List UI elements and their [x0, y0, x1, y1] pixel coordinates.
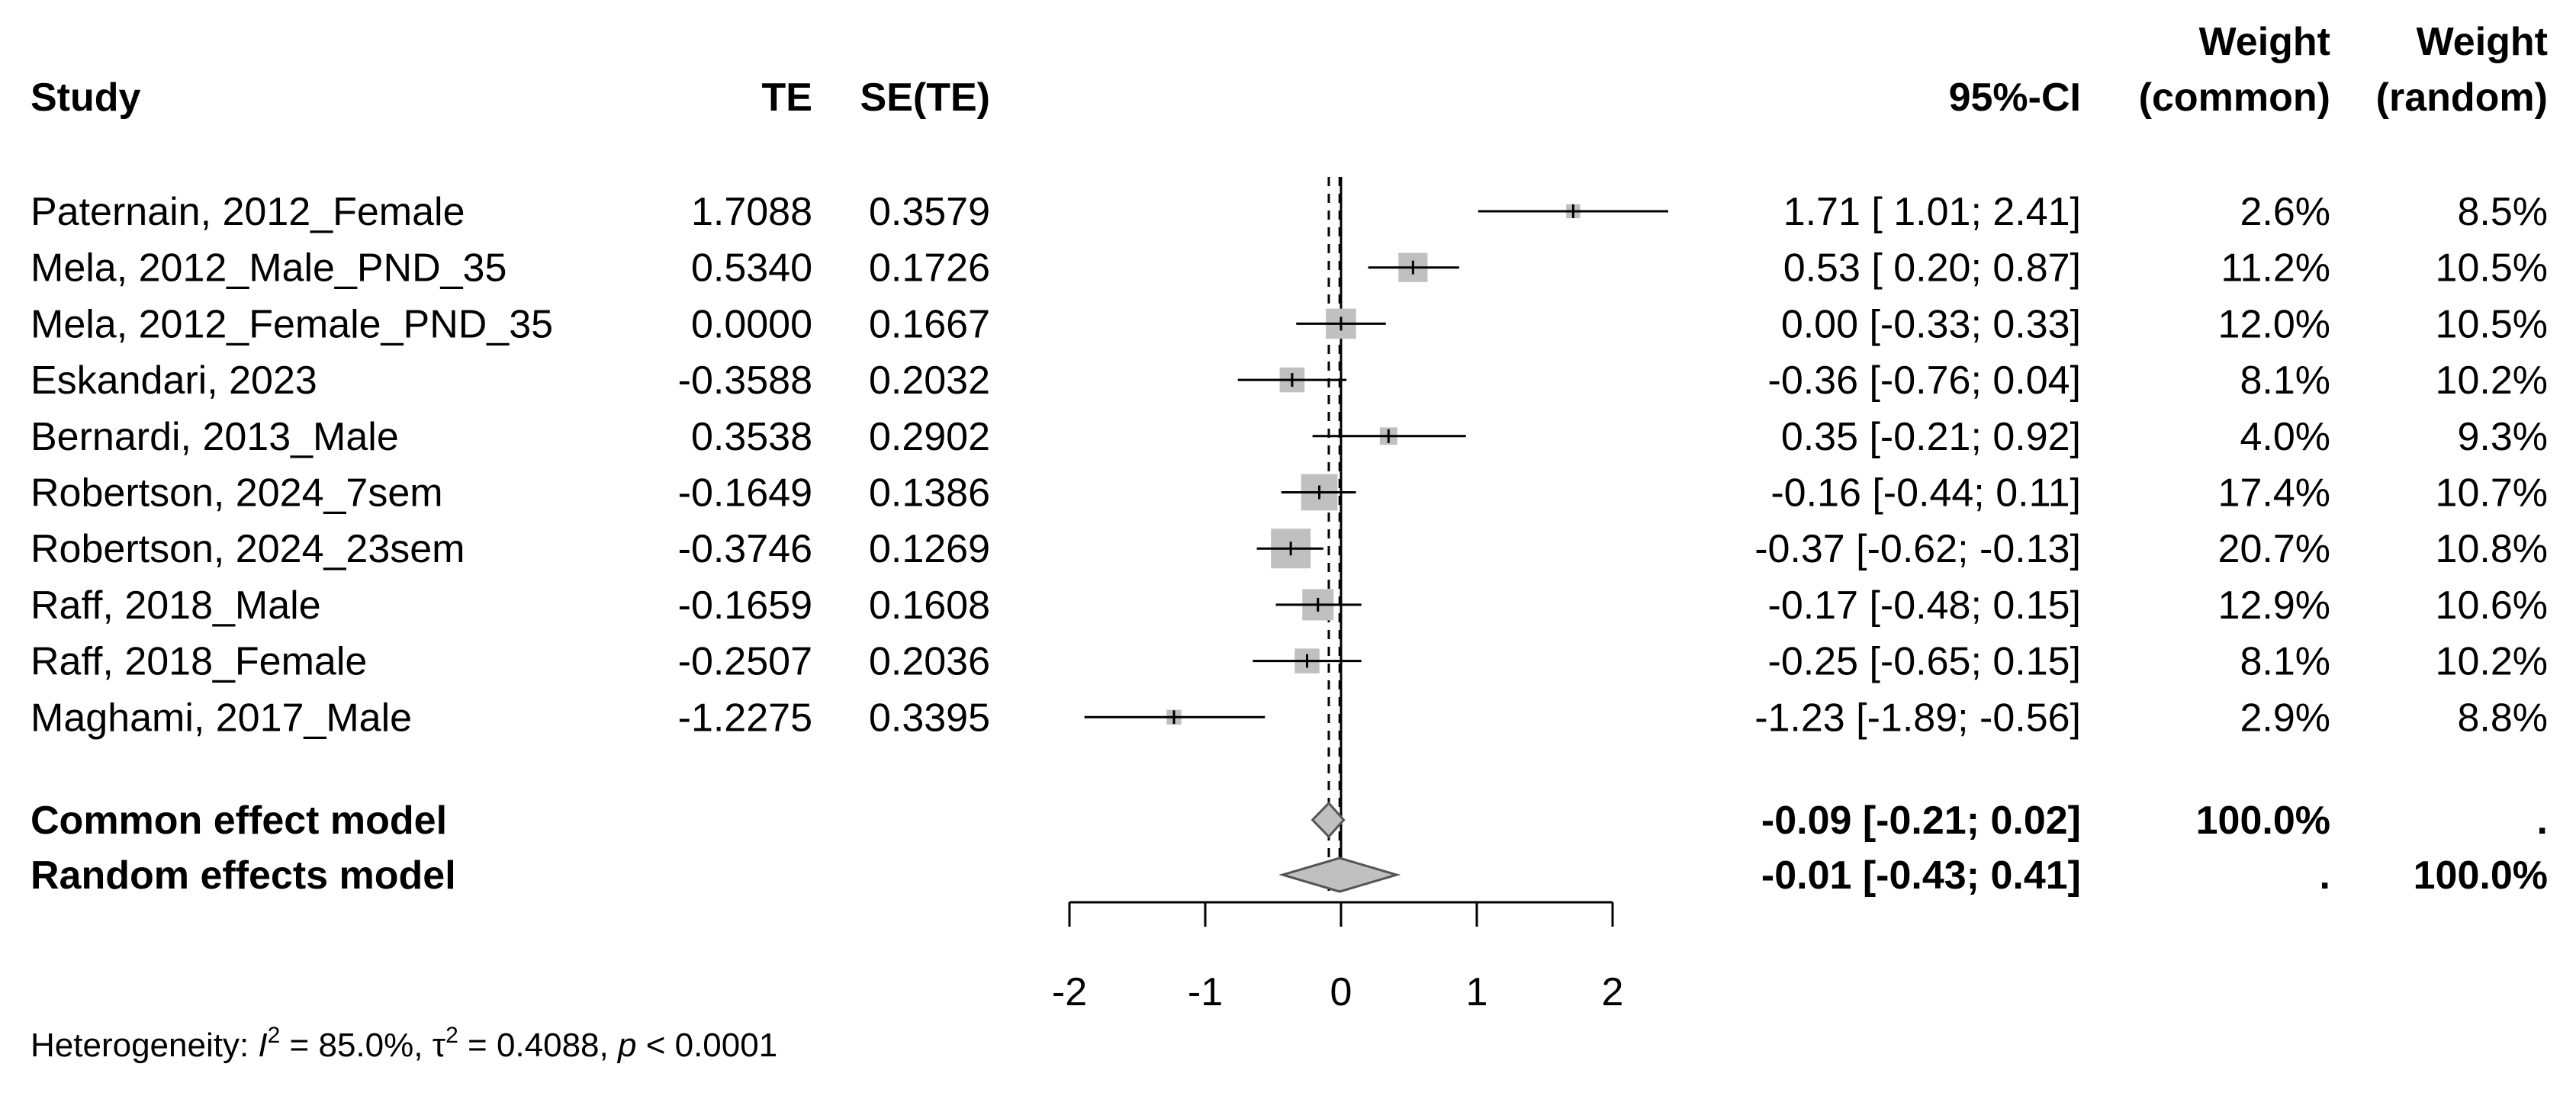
- study-te: 0.5340: [691, 246, 812, 291]
- study-weight-random: 10.7%: [2436, 471, 2548, 516]
- study-weight-common: 8.1%: [2240, 640, 2330, 684]
- study-te: -0.1649: [678, 471, 812, 516]
- study-se: 0.2902: [869, 415, 990, 459]
- study-te: -0.2507: [678, 640, 812, 684]
- study-weight-common: 11.2%: [2221, 246, 2330, 291]
- study-name: Bernardi, 2013_Male: [31, 415, 399, 459]
- study-weight-random: 10.6%: [2436, 583, 2548, 628]
- study-name: Maghami, 2017_Male: [31, 696, 412, 740]
- study-name: Robertson, 2024_7sem: [31, 471, 443, 516]
- study-ci: -0.16 [-0.44; 0.11]: [1770, 471, 2081, 516]
- study-se: 0.1386: [869, 471, 990, 516]
- study-weight-common: 17.4%: [2218, 471, 2330, 516]
- study-ci: -0.17 [-0.48; 0.15]: [1768, 583, 2082, 628]
- x-tick-label: 2: [1602, 970, 1624, 1014]
- study-ci: -1.23 [-1.89; -0.56]: [1754, 696, 2081, 740]
- study-ci: -0.36 [-0.76; 0.04]: [1768, 358, 2082, 403]
- model-name: Common effect model: [31, 799, 447, 843]
- study-name: Paternain, 2012_Female: [31, 190, 465, 234]
- study-te: -0.1659: [678, 583, 812, 628]
- header-ci: 95%-CI: [1949, 76, 2081, 120]
- header-weight-random-line2: (random): [2376, 76, 2548, 120]
- common-effect-diamond: [1311, 801, 1346, 839]
- study-weight-random: 10.5%: [2436, 302, 2548, 346]
- study-se: 0.2036: [869, 640, 990, 684]
- study-weight-random: 8.5%: [2457, 190, 2548, 234]
- heterogeneity-tau2: 0.4088: [497, 1027, 600, 1064]
- study-weight-common: 4.0%: [2240, 415, 2330, 459]
- model-name: Random effects model: [31, 853, 456, 898]
- study-se: 0.2032: [869, 358, 990, 403]
- study-se: 0.1667: [869, 302, 990, 346]
- study-name: Mela, 2012_Female_PND_35: [31, 302, 553, 346]
- study-name: Eskandari, 2023: [31, 358, 317, 403]
- model-ci: -0.09 [-0.21; 0.02]: [1761, 799, 2081, 843]
- plot-marks: [1084, 177, 1668, 893]
- study-ci: 0.35 [-0.21; 0.92]: [1781, 415, 2081, 459]
- heterogeneity-prefix: Heterogeneity:: [31, 1027, 258, 1064]
- study-name: Robertson, 2024_23sem: [31, 527, 465, 571]
- study-weight-common: 2.9%: [2240, 696, 2330, 740]
- study-weight-common: 20.7%: [2218, 527, 2330, 571]
- study-se: 0.1269: [869, 527, 990, 571]
- study-weight-random: 9.3%: [2457, 415, 2548, 459]
- x-tick-label: 0: [1330, 970, 1352, 1014]
- study-ci: 0.00 [-0.33; 0.33]: [1781, 302, 2081, 346]
- study-ci: -0.37 [-0.62; -0.13]: [1754, 527, 2081, 571]
- heterogeneity-p: < 0.0001: [646, 1027, 778, 1064]
- study-weight-random: 10.2%: [2436, 358, 2548, 403]
- x-tick-label: 1: [1466, 970, 1488, 1014]
- study-te: 0.0000: [691, 302, 812, 346]
- study-weight-random: 10.2%: [2436, 640, 2548, 684]
- study-se: 0.3395: [869, 696, 990, 740]
- model-weight-random: .: [2537, 799, 2548, 843]
- study-rows: Paternain, 2012_Female 1.7088 0.3579 1.71 […: [31, 190, 2548, 898]
- study-se: 0.1726: [869, 246, 990, 291]
- random-effect-diamond: [1278, 857, 1401, 893]
- study-name: Raff, 2018_Female: [31, 640, 367, 684]
- x-tick-label: -2: [1052, 970, 1087, 1014]
- x-axis: -2 -1 0 1 2: [1052, 901, 1624, 1014]
- study-ci: 0.53 [ 0.20; 0.87]: [1783, 246, 2081, 291]
- study-weight-common: 8.1%: [2240, 358, 2330, 403]
- model-weight-common: .: [2320, 853, 2330, 898]
- header-weight-common-line1: Weight: [2199, 20, 2330, 64]
- heterogeneity-text: Heterogeneity: I2 = 85.0%, τ2 = 0.4088, …: [31, 1023, 777, 1064]
- study-te: -0.3588: [678, 358, 812, 403]
- study-name: Raff, 2018_Male: [31, 583, 321, 628]
- header-study: Study: [31, 76, 141, 120]
- study-te: -0.3746: [678, 527, 812, 571]
- x-tick-label: -1: [1188, 970, 1223, 1014]
- study-te: 0.3538: [691, 415, 812, 459]
- study-name: Mela, 2012_Male_PND_35: [31, 246, 507, 291]
- header-te: TE: [762, 76, 812, 120]
- study-weight-random: 10.8%: [2436, 527, 2548, 571]
- study-weight-random: 8.8%: [2457, 696, 2548, 740]
- study-weight-common: 12.0%: [2218, 302, 2330, 346]
- header-weight-common-line2: (common): [2139, 76, 2330, 120]
- study-se: 0.3579: [869, 190, 990, 234]
- study-weight-common: 12.9%: [2218, 583, 2330, 628]
- study-te: -1.2275: [678, 696, 812, 740]
- study-weight-random: 10.5%: [2436, 246, 2548, 291]
- model-weight-random: 100.0%: [2414, 853, 2548, 898]
- study-weight-common: 2.6%: [2240, 190, 2330, 234]
- study-se: 0.1608: [869, 583, 990, 628]
- study-ci: -0.25 [-0.65; 0.15]: [1768, 640, 2082, 684]
- heterogeneity-i2: 85.0%: [318, 1027, 413, 1064]
- study-ci: 1.71 [ 1.01; 2.41]: [1783, 190, 2081, 234]
- model-ci: -0.01 [-0.43; 0.41]: [1761, 853, 2081, 898]
- header-weight-random-line1: Weight: [2417, 20, 2548, 64]
- model-weight-common: 100.0%: [2196, 799, 2330, 843]
- study-te: 1.7088: [691, 190, 812, 234]
- header-se: SE(TE): [860, 76, 990, 120]
